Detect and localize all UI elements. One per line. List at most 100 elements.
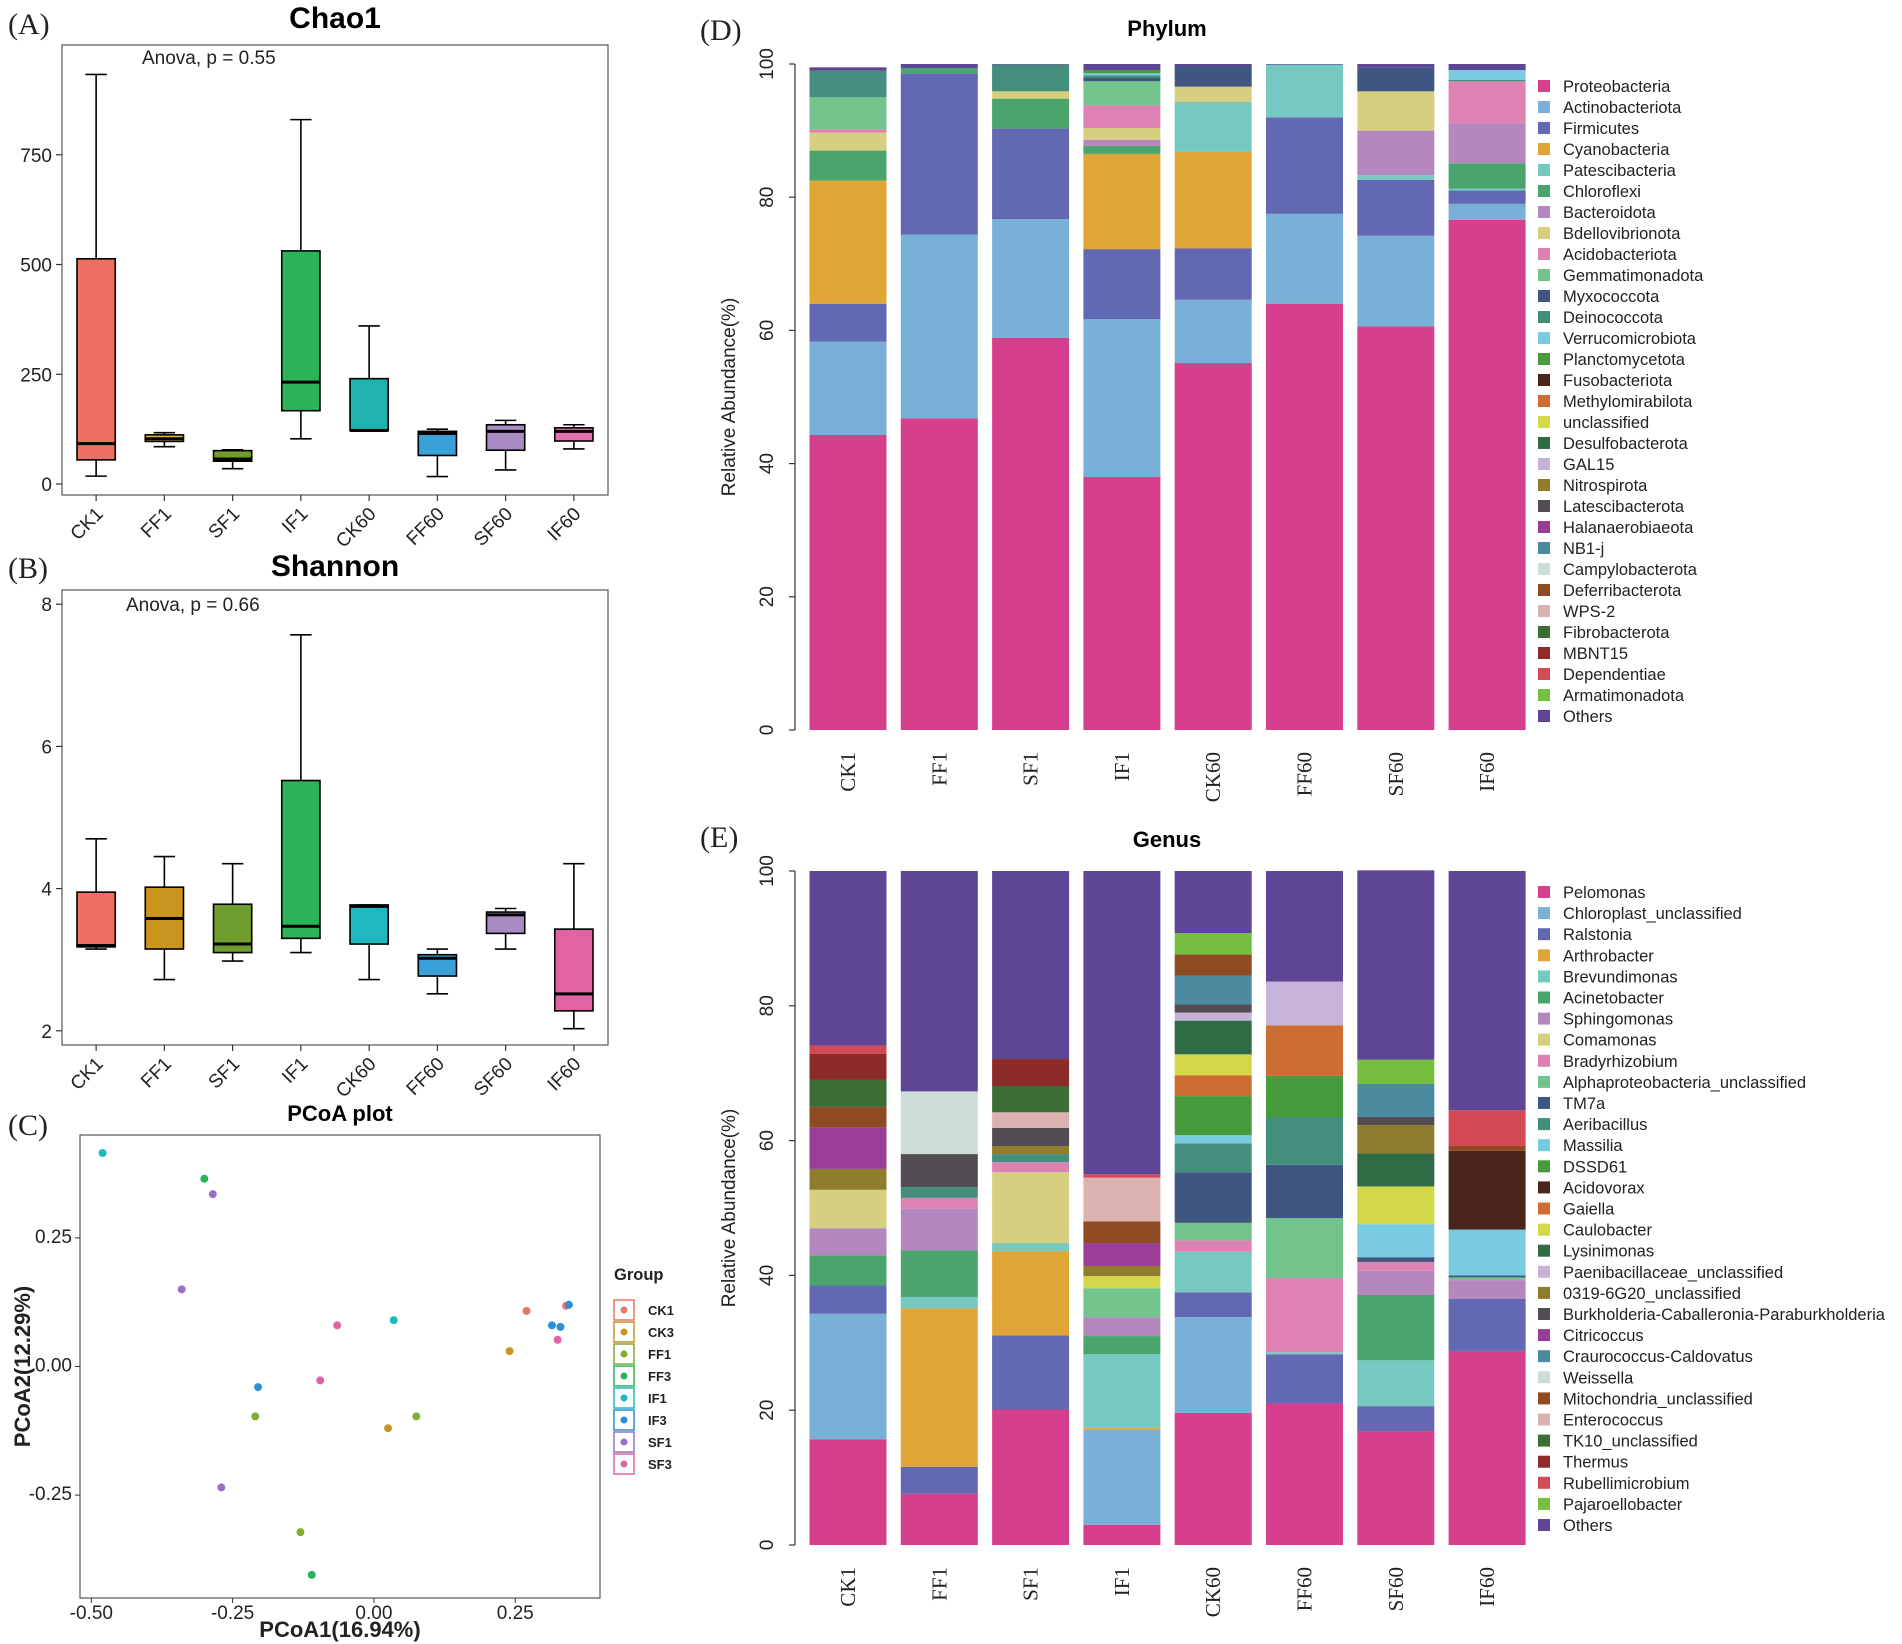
legend-swatch	[1538, 437, 1550, 449]
legend-swatch	[1538, 1265, 1550, 1278]
y-tick-label: 60	[757, 1130, 778, 1151]
legend-swatch	[1538, 122, 1550, 134]
legend-item: Others	[1538, 1517, 1613, 1535]
bar-segment	[1357, 1186, 1435, 1225]
legend-label: Weissella	[1563, 1369, 1634, 1387]
bar-segment	[992, 91, 1070, 99]
bar-segment	[1083, 1288, 1161, 1318]
legend-label: Bdellovibrionota	[1563, 225, 1681, 243]
legend-item: Enterococcus	[1538, 1412, 1663, 1430]
bar-segment	[1174, 101, 1252, 152]
legend-item: Patescibacteria	[1538, 162, 1677, 180]
bar-segment	[1357, 1257, 1435, 1262]
legend-label: Dependentiae	[1563, 666, 1666, 684]
legend-marker	[620, 1328, 628, 1336]
legend-swatch	[1538, 668, 1550, 680]
anova-annotation: Anova, p = 0.66	[126, 595, 260, 616]
bar-segment	[1357, 1083, 1435, 1118]
bar-segment	[809, 1045, 887, 1054]
legend-item: Firmicutes	[1538, 120, 1639, 138]
bar-segment	[809, 1285, 887, 1314]
bar-segment	[900, 64, 978, 68]
bar-segment	[1357, 67, 1435, 92]
box-sf60	[485, 907, 526, 950]
panel-b: (B) Shannon 2 4 6 8 Anova, p = 0.66 CK1 FF1 SF1 IF…	[8, 550, 609, 1102]
bar-segment	[1357, 870, 1435, 1060]
bar-segment	[1174, 954, 1252, 976]
bar-segment	[1083, 319, 1161, 477]
legend-label: MBNT15	[1563, 645, 1628, 663]
bar-segment	[1357, 1224, 1435, 1258]
legend-swatch	[1538, 311, 1550, 323]
bar-segment	[1174, 1240, 1252, 1252]
legend-swatch	[1538, 1054, 1550, 1067]
legend-item: Proteobacteria	[1538, 78, 1671, 96]
point-sf3	[553, 1335, 562, 1344]
legend-marker	[620, 1394, 628, 1402]
legend-label: DSSD61	[1563, 1158, 1627, 1176]
legend-item: Myxococcota	[1538, 288, 1660, 306]
legend-marker	[620, 1460, 628, 1468]
legend-item: SF3	[613, 1453, 672, 1475]
box-ff1	[144, 431, 185, 448]
legend-label: WPS-2	[1563, 603, 1615, 621]
x-tick-label: 0.00	[355, 1603, 392, 1624]
legend-label: Proteobacteria	[1563, 78, 1671, 96]
bar-sf1	[992, 871, 1070, 1545]
legend-item: Caulobacter	[1538, 1222, 1652, 1240]
legend-swatch	[1538, 227, 1550, 239]
legend-swatch	[1538, 416, 1550, 428]
bar-segment	[992, 219, 1070, 338]
bar-segment	[1083, 1221, 1161, 1244]
bar-segment	[1174, 65, 1252, 87]
bar-segment	[809, 303, 887, 342]
bar-segment	[900, 67, 978, 74]
panel-label: (E)	[700, 821, 738, 854]
legend-label: Cyanobacteria	[1563, 141, 1670, 159]
legend-label: Aeribacillus	[1563, 1116, 1647, 1134]
y-tick-label: 8	[41, 595, 52, 616]
legend-swatch	[1538, 584, 1550, 596]
box-if60	[553, 423, 594, 450]
bar-segment	[1357, 64, 1435, 68]
legend-label: IF3	[648, 1413, 667, 1428]
legend-swatch	[1538, 1519, 1550, 1531]
bar-segment	[809, 871, 887, 1046]
bar-segment	[1448, 1277, 1526, 1281]
bar-segment	[900, 73, 978, 235]
x-tick-label: IF1	[1110, 752, 1134, 781]
bar-segment	[1266, 981, 1343, 1026]
legend-item: Aeribacillus	[1538, 1116, 1647, 1134]
legend-item: Campylobacterota	[1538, 561, 1698, 579]
bar-segment	[1357, 1360, 1435, 1407]
bar-segment	[1083, 73, 1161, 76]
bar-segment	[992, 1251, 1070, 1336]
plot-frame	[61, 44, 609, 496]
x-tick-label: FF1	[137, 1054, 176, 1093]
legend-label: IF1	[648, 1391, 667, 1406]
legend-swatch	[1538, 949, 1550, 962]
legend-label: Bradyrhizobium	[1563, 1053, 1678, 1071]
point-if1	[389, 1316, 398, 1325]
legend-item: Pelomonas	[1538, 884, 1646, 902]
y-tick-label: 750	[20, 146, 52, 167]
bar-segment	[1083, 69, 1161, 74]
bar-segment	[1266, 1352, 1343, 1355]
bar-segment	[1174, 933, 1252, 955]
bar-segment	[1448, 64, 1526, 70]
bar-segment	[1448, 69, 1526, 80]
bar-segment	[1357, 1294, 1435, 1361]
legend-swatch	[1538, 563, 1550, 575]
legend-item: Acidovorax	[1538, 1179, 1645, 1197]
bar-segment	[1174, 1054, 1252, 1076]
x-tick-label: -0.50	[70, 1603, 113, 1624]
legend-marker	[620, 1438, 628, 1446]
legend-label: unclassified	[1563, 414, 1649, 432]
x-tick-label: CK60	[332, 1054, 380, 1102]
bar-segment	[1357, 179, 1435, 236]
legend-label: FF1	[648, 1347, 671, 1362]
bar-segment	[1448, 1298, 1526, 1351]
bar-segment	[1448, 1145, 1526, 1151]
bar-segment	[1266, 1164, 1343, 1219]
bar-segment	[992, 871, 1070, 1060]
